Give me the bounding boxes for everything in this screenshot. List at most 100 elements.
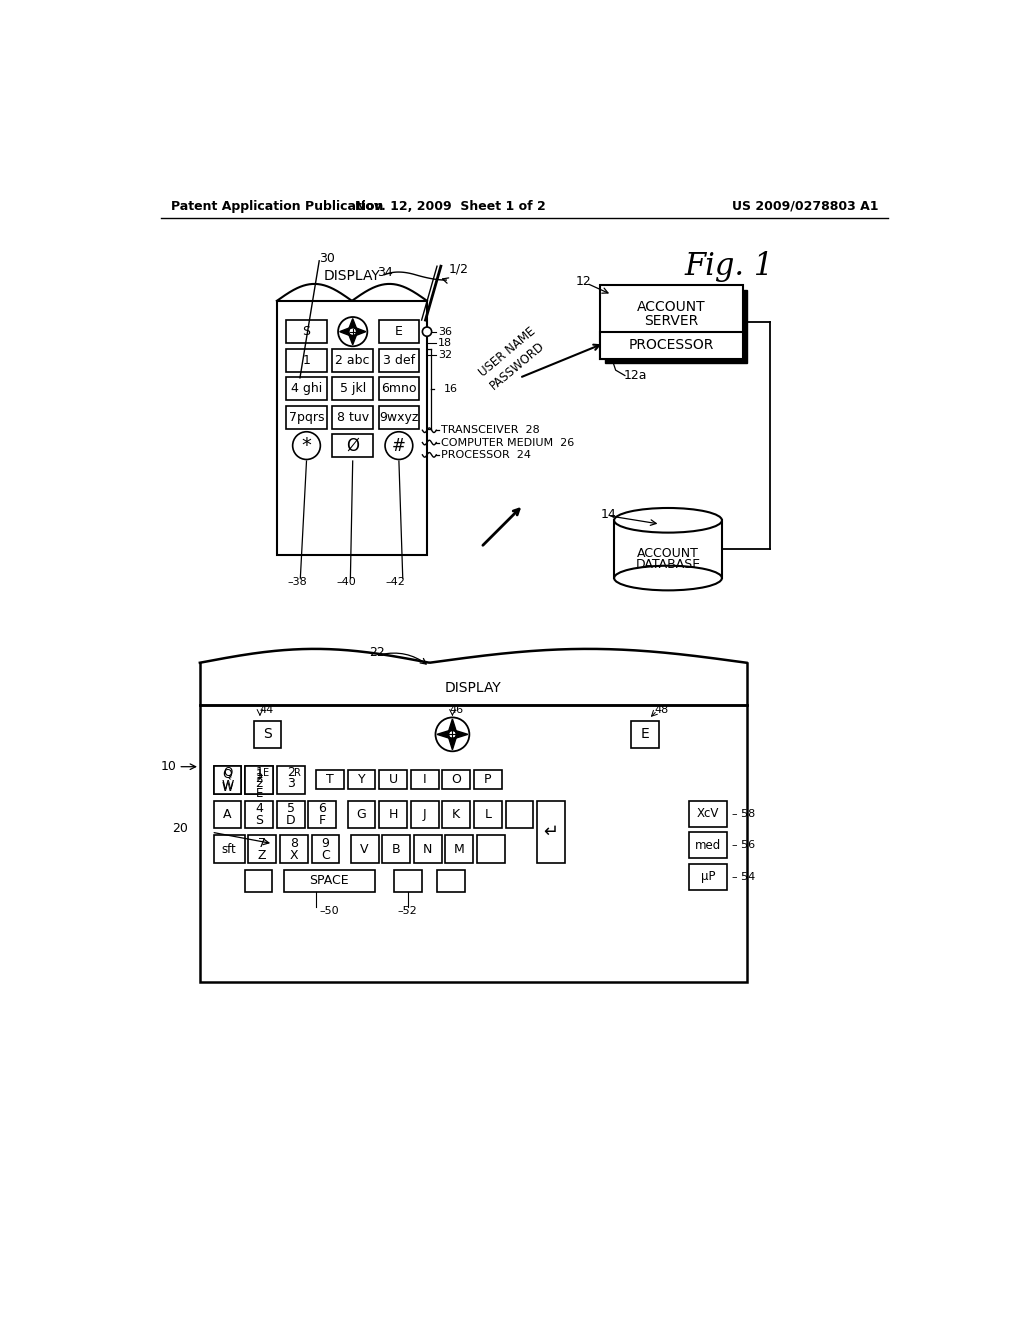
Text: 12: 12 [575, 275, 592, 288]
Bar [214, 766, 242, 793]
Text: C: C [321, 849, 330, 862]
Text: 12a: 12a [624, 370, 647, 381]
Bar [280, 836, 307, 863]
Text: 16: 16 [444, 384, 458, 393]
Bar [437, 870, 465, 892]
Text: I: I [423, 774, 427, 787]
Text: μP: μP [700, 870, 716, 883]
Text: 4: 4 [255, 803, 263, 816]
Text: 2 abc: 2 abc [336, 354, 370, 367]
Text: R: R [294, 768, 301, 777]
Bar [414, 836, 441, 863]
Bar [506, 800, 534, 829]
Bar [286, 378, 327, 400]
Text: –50: –50 [319, 907, 339, 916]
Bar [631, 721, 658, 748]
Bar [689, 800, 727, 826]
Text: DISPLAY: DISPLAY [324, 269, 380, 284]
Text: 36: 36 [438, 326, 452, 337]
Text: O: O [452, 774, 461, 787]
Text: 44: 44 [260, 705, 274, 714]
Text: Fig. 1: Fig. 1 [685, 251, 774, 281]
Text: A: A [223, 808, 231, 821]
Text: SERVER: SERVER [644, 314, 698, 327]
Circle shape [385, 432, 413, 459]
Text: – 58: – 58 [732, 809, 755, 818]
Bar [600, 285, 742, 359]
Text: 6mno: 6mno [381, 381, 417, 395]
Text: US 2009/0278803 A1: US 2009/0278803 A1 [732, 199, 879, 213]
Text: S: S [255, 814, 263, 828]
Bar [379, 348, 419, 372]
Bar [214, 766, 242, 793]
Text: N: N [423, 842, 432, 855]
Polygon shape [456, 730, 468, 738]
Text: 4 ghi: 4 ghi [291, 381, 323, 395]
Bar [474, 770, 502, 789]
Bar [200, 705, 746, 982]
Text: 8 tuv: 8 tuv [337, 411, 369, 424]
Text: 1: 1 [302, 354, 310, 367]
Bar [689, 863, 727, 890]
Bar [286, 348, 327, 372]
Text: 14: 14 [600, 508, 616, 520]
Text: 18: 18 [438, 338, 452, 348]
Text: 7pqrs: 7pqrs [289, 411, 325, 424]
Bar [442, 800, 470, 829]
Bar [411, 770, 438, 789]
Polygon shape [355, 327, 366, 335]
Text: Patent Application Publication: Patent Application Publication [171, 199, 383, 213]
Text: B: B [392, 842, 400, 855]
Text: –40: –40 [337, 577, 356, 587]
Text: –38: –38 [288, 577, 307, 587]
Bar [276, 766, 304, 793]
Text: T: T [326, 774, 334, 787]
Text: E: E [263, 768, 269, 777]
Bar [442, 770, 470, 789]
Text: S: S [263, 727, 272, 742]
Text: PROCESSOR: PROCESSOR [629, 338, 714, 352]
Bar [246, 800, 273, 829]
Bar [254, 721, 282, 748]
Bar [246, 766, 273, 793]
Ellipse shape [614, 508, 722, 533]
Text: F: F [318, 814, 326, 828]
Polygon shape [349, 335, 356, 345]
Bar [286, 321, 327, 343]
Text: 1: 1 [255, 768, 263, 780]
Text: –42: –42 [386, 577, 406, 587]
Circle shape [422, 327, 432, 337]
Text: COMPUTER MEDIUM  26: COMPUTER MEDIUM 26 [441, 437, 574, 447]
Text: 10: 10 [161, 760, 177, 774]
Bar [311, 836, 339, 863]
Text: Y: Y [357, 774, 366, 787]
Text: H: H [388, 808, 397, 821]
Bar [351, 836, 379, 863]
Text: 8: 8 [290, 837, 298, 850]
Text: E: E [641, 727, 649, 742]
Bar [348, 770, 376, 789]
Text: 7: 7 [258, 837, 266, 850]
Text: W: W [221, 779, 233, 792]
Text: 22: 22 [370, 647, 385, 659]
Text: *: * [301, 436, 311, 455]
Polygon shape [437, 730, 450, 738]
Text: M: M [454, 842, 465, 855]
Text: 5: 5 [287, 803, 295, 816]
Text: V: V [360, 842, 369, 855]
Text: E: E [395, 325, 402, 338]
Text: sft: sft [222, 842, 237, 855]
Bar [538, 800, 565, 863]
Bar [333, 348, 373, 372]
Text: 2: 2 [287, 767, 295, 779]
Text: DATABASE: DATABASE [636, 558, 700, 572]
Text: DISPLAY: DISPLAY [444, 681, 502, 694]
Text: XcV: XcV [697, 807, 719, 820]
Text: 5 jkl: 5 jkl [340, 381, 366, 395]
Bar [379, 405, 419, 429]
Circle shape [435, 718, 469, 751]
Bar [600, 331, 742, 359]
Text: X: X [290, 849, 298, 862]
Text: 2: 2 [255, 777, 263, 791]
Text: #: # [392, 437, 406, 454]
